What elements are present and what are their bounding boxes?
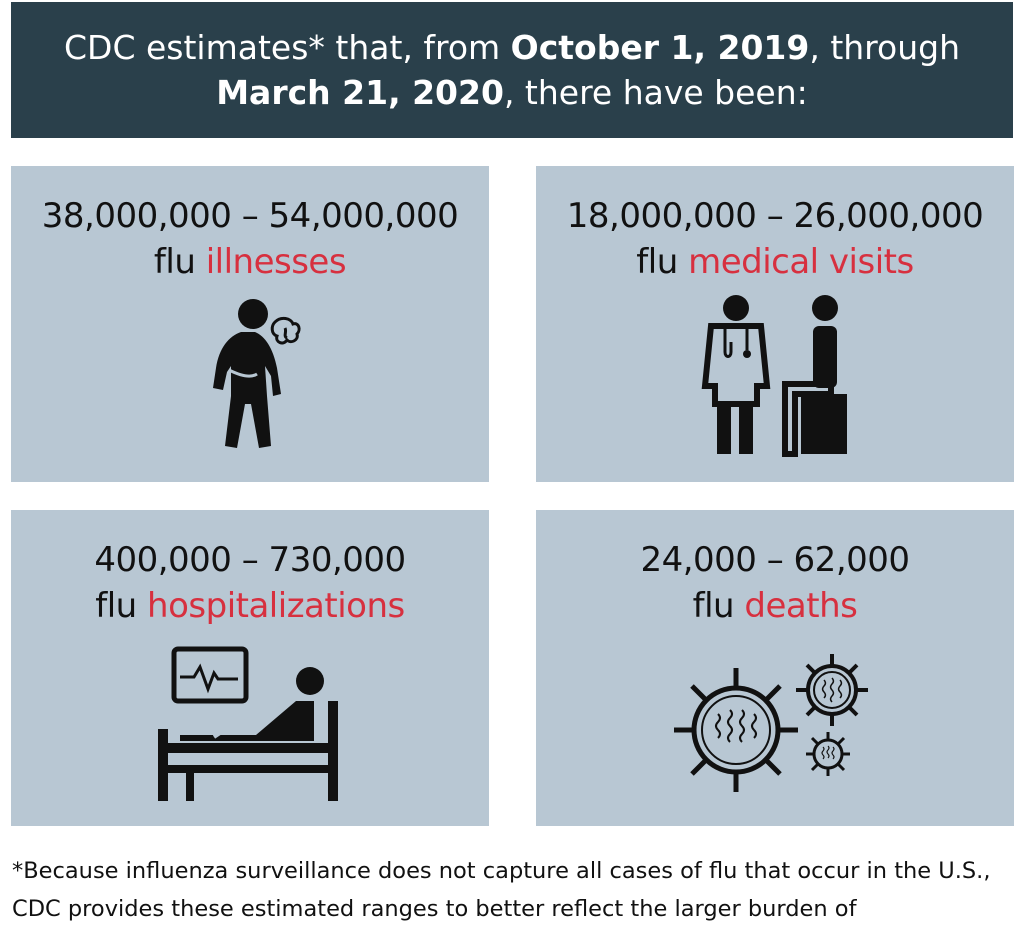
stat-prefix: flu [95, 586, 148, 626]
stat-label: flu illnesses [11, 242, 489, 282]
header-banner: CDC estimates* that, from October 1, 201… [11, 2, 1013, 138]
stat-accent: illnesses [205, 242, 347, 282]
header-text: CDC estimates* that, from [64, 28, 511, 67]
end-date: March 21, 2020 [216, 73, 504, 112]
header-line-1: CDC estimates* that, from October 1, 201… [64, 25, 960, 70]
stat-label: flu hospitalizations [11, 586, 489, 626]
stat-range: 38,000,000 – 54,000,000 [41, 196, 459, 236]
header-text: , there have been: [503, 73, 808, 112]
stat-label: flu medical visits [536, 242, 1014, 282]
stat-prefix: flu [636, 242, 689, 282]
start-date: October 1, 2019 [510, 28, 810, 67]
stat-accent: medical visits [688, 242, 914, 282]
stat-range: 18,000,000 – 26,000,000 [566, 196, 984, 236]
stat-card-illnesses: 38,000,000 – 54,000,000 flu illnesses [11, 166, 489, 482]
stat-prefix: flu [692, 586, 745, 626]
stat-range: 400,000 – 730,000 [94, 540, 406, 580]
stat-card-hospitalizations: 400,000 – 730,000 flu hospitalizations [11, 510, 489, 826]
hospital-bed-icon [158, 646, 338, 801]
footnote: *Because influenza surveillance does not… [12, 858, 991, 922]
stat-accent: deaths [744, 586, 858, 626]
virus-icon [674, 654, 868, 792]
stat-range: 24,000 – 62,000 [640, 540, 910, 580]
header-text: , through [809, 28, 960, 67]
stat-label: flu deaths [536, 586, 1014, 626]
stat-accent: hospitalizations [147, 586, 405, 626]
sick-person-icon [213, 299, 301, 448]
doctor-patient-icon [701, 295, 847, 457]
stat-card-medical-visits: 18,000,000 – 26,000,000 flu medical visi… [536, 166, 1014, 482]
stat-card-deaths: 24,000 – 62,000 flu deaths [536, 510, 1014, 826]
header-line-2: March 21, 2020, there have been: [216, 70, 808, 115]
stat-prefix: flu [153, 242, 206, 282]
